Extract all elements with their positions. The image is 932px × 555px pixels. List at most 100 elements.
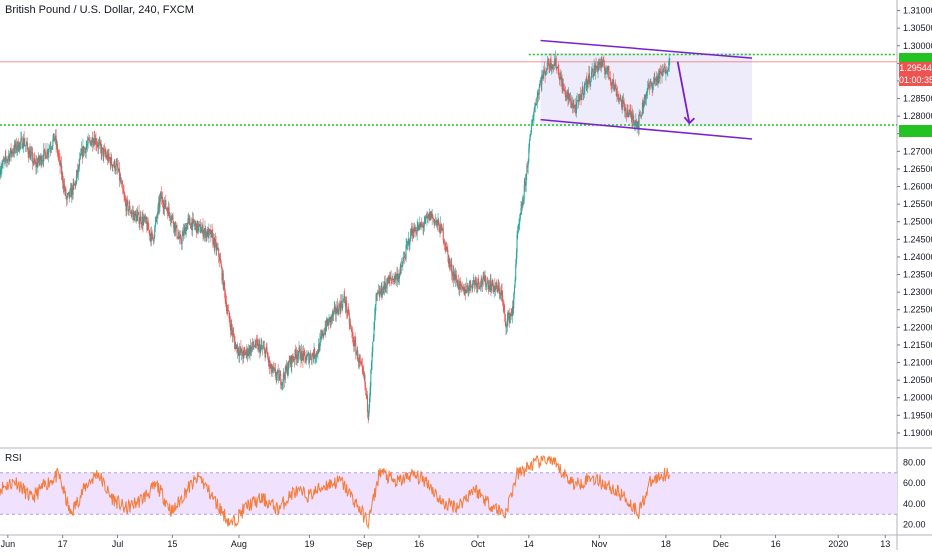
candle-body (448, 259, 450, 264)
candle-body (403, 256, 405, 258)
candle-body (651, 85, 653, 90)
candle-body (203, 231, 205, 235)
candle-body (49, 147, 51, 149)
candle-body (295, 349, 297, 354)
candle-body (540, 80, 542, 85)
candle-body (531, 123, 533, 126)
candle-body (405, 245, 407, 259)
candle-body (301, 350, 303, 361)
candle-body (287, 369, 289, 375)
candle-body (232, 333, 234, 336)
candle-body (560, 76, 562, 78)
candle-body (134, 211, 136, 221)
candle-body (62, 173, 64, 184)
candle-body (323, 334, 325, 336)
candle-body (564, 90, 566, 91)
candle-body (510, 313, 512, 315)
candle-body (26, 142, 28, 149)
candle-body (245, 352, 247, 356)
candle-body (353, 339, 355, 347)
candle-body (634, 123, 636, 126)
candle-body (92, 137, 94, 145)
candle-body (511, 306, 513, 316)
candle-body (623, 100, 625, 104)
candle-body (524, 181, 526, 186)
candle-body (357, 350, 359, 362)
candle-body (410, 229, 412, 234)
candle-body (581, 86, 583, 94)
candle-body (479, 285, 481, 287)
price-tick-label: 1.31000 (903, 6, 932, 16)
candle-body (107, 154, 109, 161)
candle-body (332, 312, 334, 316)
candle-body (348, 309, 350, 314)
candle-body (435, 221, 437, 223)
candle-body (30, 153, 32, 160)
candle-body (280, 384, 282, 386)
candle-body (279, 373, 281, 376)
candle-body (300, 359, 302, 361)
candle-body (387, 277, 389, 285)
candle-body (267, 353, 269, 358)
candle-body (461, 285, 463, 289)
candle-body (308, 358, 310, 363)
candle-body (611, 84, 613, 86)
candle-body (436, 220, 438, 226)
price-tick-label: 1.22000 (903, 322, 932, 332)
time-tick-label: 18 (661, 539, 671, 549)
candle-body (475, 280, 477, 282)
price-tick-label: 1.22500 (903, 305, 932, 315)
candle-body (577, 100, 579, 101)
candle-body (295, 353, 297, 359)
candle-body (602, 60, 604, 62)
candle-body (506, 327, 508, 328)
candle-body (91, 137, 93, 143)
candle-body (442, 228, 444, 231)
candle-body (455, 274, 457, 281)
candle-body (573, 104, 575, 106)
channel-shaded-area (540, 52, 753, 127)
candle-body (501, 290, 503, 295)
candle-body (111, 156, 113, 165)
candle-body (250, 346, 252, 353)
candle-body (627, 109, 629, 118)
candle-body (1, 165, 3, 170)
candle-body (103, 149, 105, 157)
candle-body (314, 348, 316, 358)
candle-body (266, 347, 268, 354)
candle-body (225, 300, 227, 303)
candle-body (568, 93, 570, 101)
candle-body (175, 226, 177, 232)
candle-body (141, 224, 143, 225)
candle-body (503, 305, 505, 311)
candle-body (338, 304, 340, 306)
candle-body (15, 142, 17, 151)
candle-body (178, 236, 180, 239)
candle-body (27, 148, 29, 154)
candle-body (446, 246, 448, 251)
candle-body (325, 327, 327, 331)
candle-body (408, 238, 410, 245)
candle-body (412, 235, 414, 238)
candle-body (618, 97, 620, 100)
candle-body (49, 147, 51, 149)
candle-body (542, 74, 544, 79)
candle-body (327, 321, 329, 325)
candle-body (654, 78, 656, 80)
candle-body (205, 227, 207, 238)
candle-body (236, 344, 238, 353)
candle-body (322, 331, 324, 336)
candle-body (530, 125, 532, 133)
candle-body (310, 354, 312, 360)
candle-body (115, 170, 117, 172)
rsi-line (0, 455, 671, 530)
candle-body (11, 151, 13, 155)
candle-body (663, 66, 665, 73)
candle-body (302, 354, 304, 361)
price-tick-label: 1.26500 (903, 164, 932, 174)
candle-body (559, 77, 561, 81)
time-tick-label: 15 (167, 539, 177, 549)
candle-body (542, 74, 544, 79)
